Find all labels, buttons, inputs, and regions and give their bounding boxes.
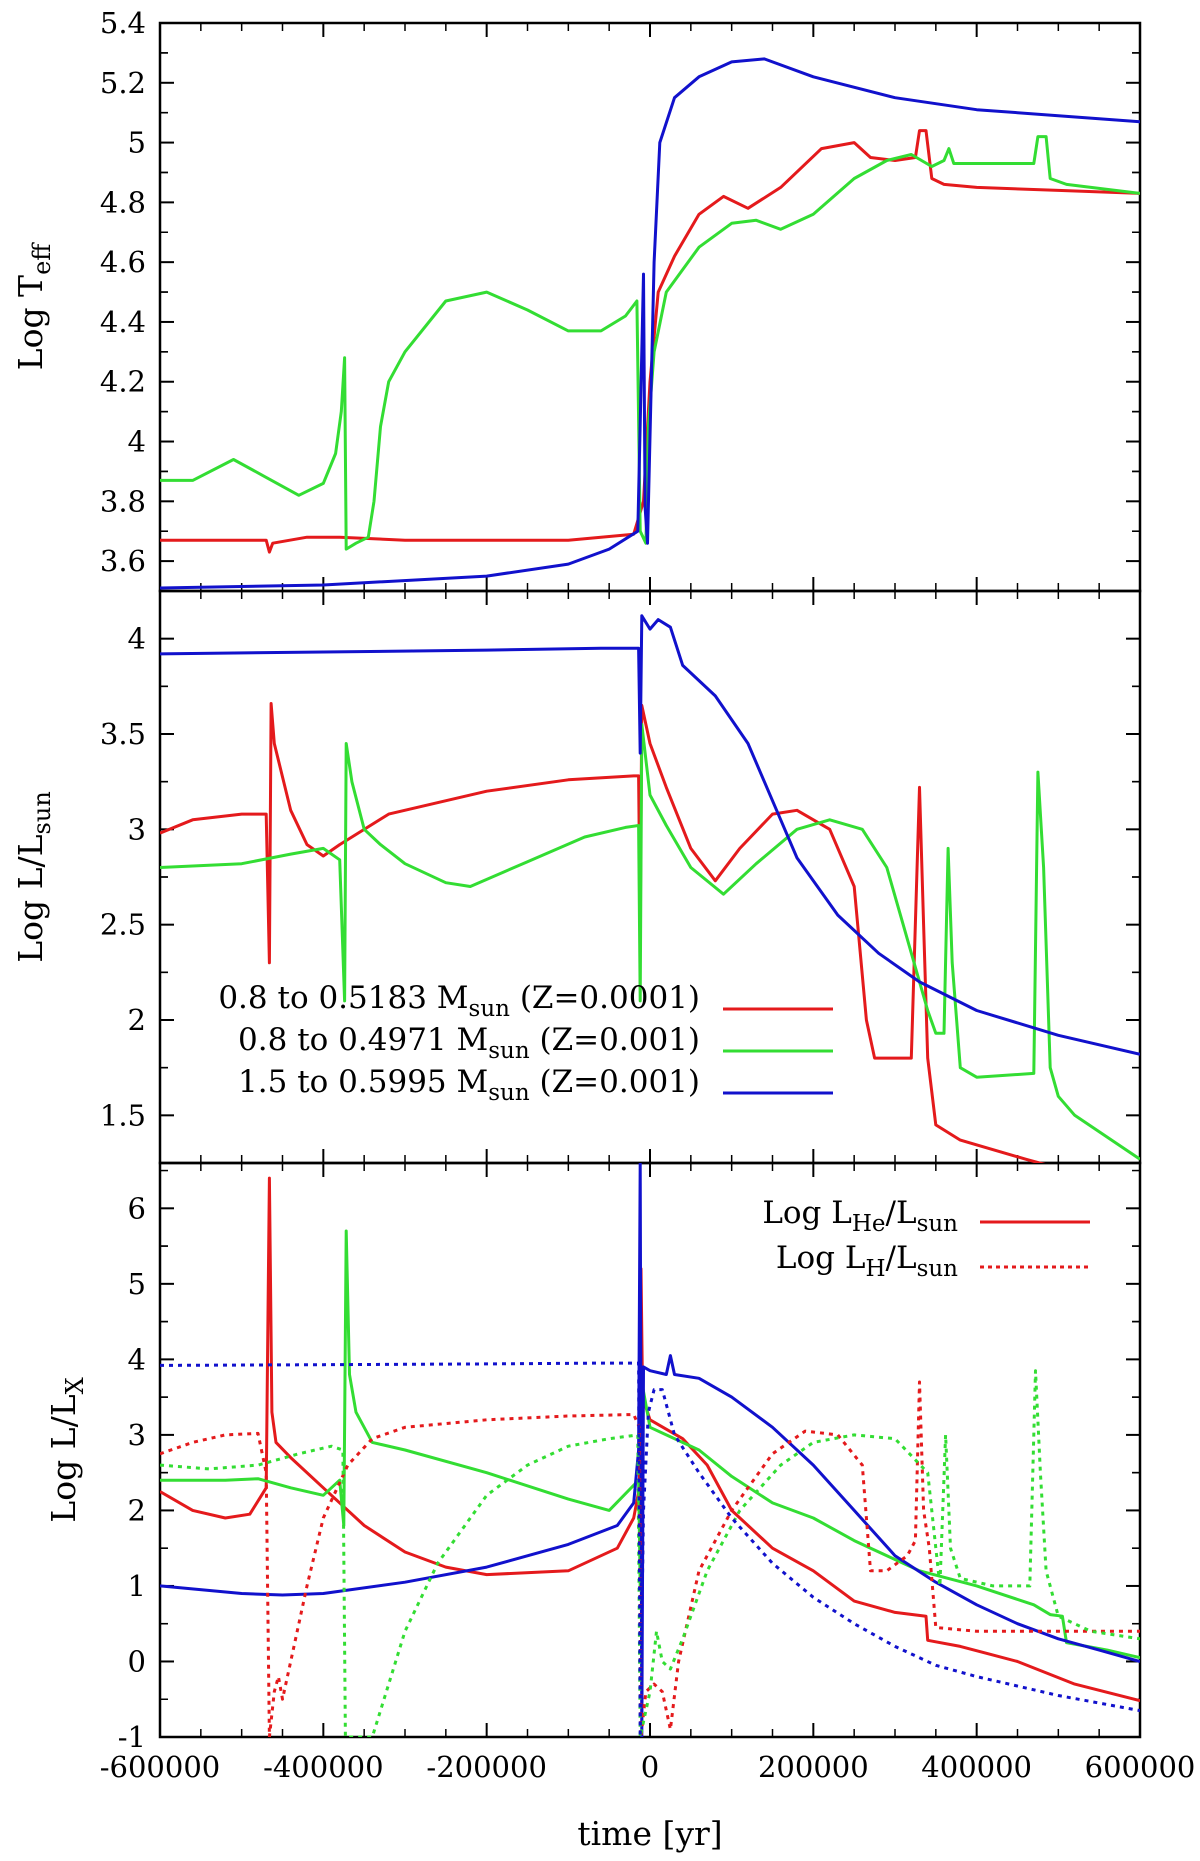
bottom-ylabel-main: Log L/L bbox=[44, 1394, 83, 1522]
bottom-ytick-label: 4 bbox=[128, 1342, 146, 1376]
bottom-series-blue-dotted bbox=[160, 1361, 1140, 1737]
legend-entry-blue: 1.5 to 0.5995 Msun (Z=0.001) bbox=[238, 1064, 700, 1106]
top-ytick-label: 3.6 bbox=[100, 544, 146, 578]
xtick-label: -200000 bbox=[426, 1750, 547, 1784]
legend-solid-label: Log L bbox=[762, 1195, 852, 1231]
middle-ytick-label: 1.5 bbox=[100, 1098, 146, 1132]
bottom-series-red bbox=[160, 1176, 1140, 1703]
middle-ytick-label: 3.5 bbox=[100, 717, 146, 751]
middle-panel-ticks: 1.5 2 2.5 3 3.5 4 bbox=[100, 591, 1141, 1163]
top-series-blue bbox=[160, 57, 1140, 590]
xtick-label: 600000 bbox=[1085, 1750, 1196, 1784]
top-series-green bbox=[160, 135, 1140, 551]
top-ylabel: Log Teff bbox=[11, 242, 56, 371]
xlabel: time [yr] bbox=[577, 1814, 722, 1853]
top-ytick-label: 5.2 bbox=[100, 66, 146, 100]
bottom-series-green-dotted bbox=[160, 1369, 1140, 1737]
bottom-ytick-label: 5 bbox=[128, 1267, 146, 1301]
middle-ytick-label: 3 bbox=[128, 812, 146, 846]
legend-dotted-label: Log L bbox=[776, 1240, 866, 1276]
legend-entry-solid: Log LHe/Lsun bbox=[762, 1195, 958, 1237]
middle-ytick-label: 4 bbox=[128, 622, 146, 656]
bottom-ylabel: Log L/LX bbox=[44, 1377, 89, 1522]
top-ytick-label: 4.2 bbox=[100, 365, 146, 399]
top-ytick-label: 4.8 bbox=[100, 185, 146, 219]
bottom-ytick-label: 0 bbox=[128, 1644, 146, 1678]
legend-green-suffix: (Z=0.001) bbox=[530, 1022, 700, 1058]
bottom-ytick-label: 1 bbox=[128, 1569, 146, 1603]
bottom-ytick-label: 3 bbox=[128, 1418, 146, 1452]
legend-entry-red: 0.8 to 0.5183 Msun (Z=0.0001) bbox=[218, 980, 700, 1022]
xtick-label: 200000 bbox=[758, 1750, 869, 1784]
top-panel-ticks: 3.6 3.8 4 4.2 4.4 4.6 4.8 5 5.2 5.4 bbox=[100, 6, 1141, 591]
xtick-label: -400000 bbox=[263, 1750, 384, 1784]
bottom-ytick-label: -1 bbox=[118, 1720, 146, 1754]
xtick-label: 400000 bbox=[921, 1750, 1032, 1784]
legend-green-sub: sun bbox=[488, 1038, 530, 1064]
middle-series-green bbox=[160, 723, 1140, 1161]
middle-legend: 0.8 to 0.5183 Msun (Z=0.0001) 0.8 to 0.4… bbox=[218, 980, 833, 1106]
legend-red-label: 0.8 to 0.5183 M bbox=[218, 980, 468, 1016]
legend-solid-sub2: sun bbox=[917, 1211, 959, 1237]
top-ytick-label: 4.4 bbox=[100, 305, 146, 339]
top-ytick-label: 3.8 bbox=[100, 484, 146, 518]
top-ylabel-sub: eff bbox=[28, 242, 56, 275]
legend-dotted-suffix: /L bbox=[886, 1240, 917, 1276]
bottom-panel-ticks: -1 0 1 2 3 4 5 6 -600000 -400000 -200000 0 200000 400… bbox=[100, 1163, 1196, 1784]
xtick-label: 0 bbox=[641, 1750, 659, 1784]
legend-dotted-sub2: sun bbox=[917, 1256, 959, 1282]
legend-dotted-sub: H bbox=[865, 1256, 885, 1282]
bottom-panel-curves bbox=[160, 1163, 1140, 1737]
legend-solid-suffix: /L bbox=[886, 1195, 917, 1231]
bottom-panel-frame bbox=[158, 1161, 1142, 1739]
top-ylabel-main: Log T bbox=[11, 275, 50, 370]
legend-red-suffix: (Z=0.0001) bbox=[510, 980, 700, 1016]
middle-series-blue bbox=[160, 614, 1140, 1056]
legend-entry-dotted: Log LH/Lsun bbox=[776, 1240, 958, 1282]
legend-blue-sub: sun bbox=[488, 1080, 530, 1106]
top-panel-curves bbox=[160, 57, 1140, 590]
middle-ylabel: Log L/Lsun bbox=[11, 791, 56, 963]
bottom-series-red-dotted bbox=[160, 1380, 1140, 1737]
top-ytick-label: 5.4 bbox=[100, 6, 146, 40]
top-panel-frame bbox=[158, 21, 1142, 593]
top-ytick-label: 5 bbox=[128, 126, 146, 160]
legend-blue-suffix: (Z=0.001) bbox=[530, 1064, 700, 1100]
middle-panel-curves bbox=[160, 614, 1140, 1163]
top-ytick-label: 4.6 bbox=[100, 245, 146, 279]
bottom-ylabel-sub: X bbox=[61, 1377, 89, 1394]
legend-entry-green: 0.8 to 0.4971 Msun (Z=0.001) bbox=[238, 1022, 700, 1064]
bottom-legend: Log LHe/Lsun Log LH/Lsun bbox=[762, 1195, 1090, 1282]
xtick-label: -600000 bbox=[100, 1750, 221, 1784]
top-ytick-label: 4 bbox=[128, 425, 146, 459]
middle-ylabel-main: Log L/L bbox=[11, 834, 50, 962]
middle-ytick-label: 2.5 bbox=[100, 908, 146, 942]
middle-ylabel-sub: sun bbox=[28, 791, 56, 834]
legend-blue-label: 1.5 to 0.5995 M bbox=[238, 1064, 488, 1100]
middle-ytick-label: 2 bbox=[128, 1003, 146, 1037]
top-series-red bbox=[160, 129, 1140, 554]
legend-red-sub: sun bbox=[469, 996, 511, 1022]
legend-green-label: 0.8 to 0.4971 M bbox=[238, 1022, 488, 1058]
legend-solid-sub: He bbox=[852, 1211, 886, 1237]
bottom-ytick-label: 6 bbox=[128, 1191, 146, 1225]
bottom-ytick-label: 2 bbox=[128, 1493, 146, 1527]
middle-series-red bbox=[160, 702, 1046, 1163]
bottom-series-blue bbox=[160, 1163, 1140, 1737]
